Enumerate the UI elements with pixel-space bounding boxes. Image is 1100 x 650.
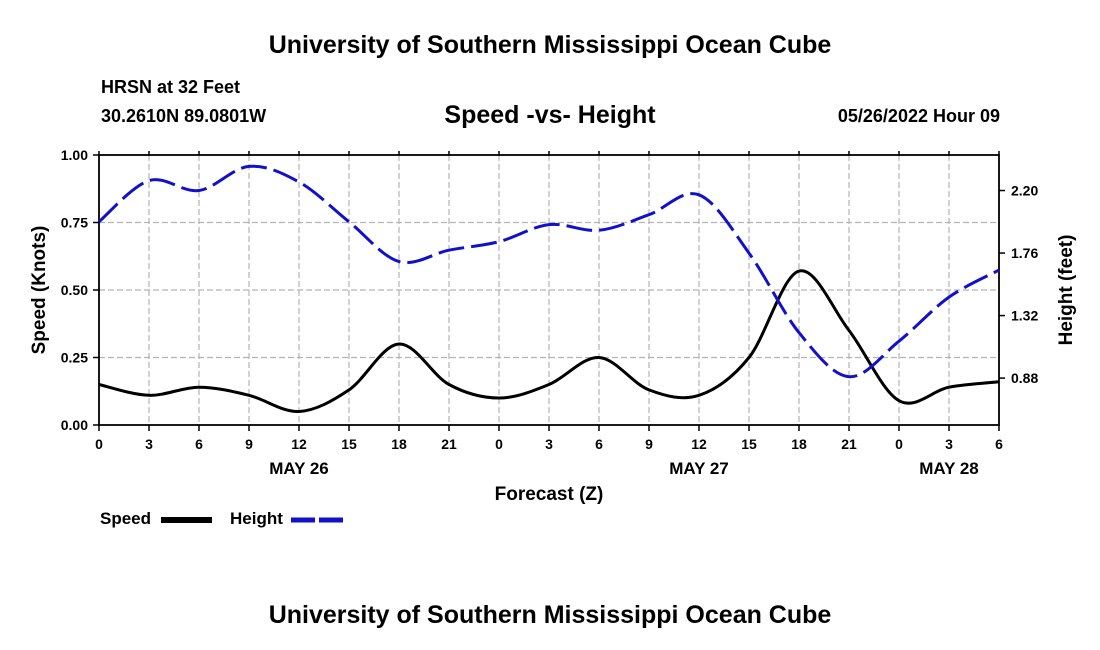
height-series-line (98, 164, 1000, 379)
y-tick-label: 1.00 (61, 147, 88, 163)
x-axis-title: Forecast (Z) (495, 484, 604, 505)
y-tick-label: 0.25 (61, 350, 88, 366)
x-tick-label: 15 (341, 436, 357, 452)
x-tick-label: 3 (145, 436, 153, 452)
plot-frame (98, 154, 1000, 426)
speed-series-line (98, 269, 1000, 414)
page-title: University of Southern Mississippi Ocean… (268, 31, 832, 59)
coordinates-label: 30.2610N 89.0801W (101, 106, 267, 126)
legend-height-swatch (291, 517, 343, 523)
y-tick-label: 0.50 (61, 282, 88, 298)
y2-tick-label: 1.32 (1011, 308, 1038, 324)
x-tick-label: 9 (245, 436, 253, 452)
date-label: MAY 26 (269, 459, 329, 478)
x-tick-label: 18 (791, 436, 807, 452)
y-axis-title: Speed (Knots) (29, 226, 50, 355)
x-tick-label: 12 (691, 436, 707, 452)
x-tick-label: 0 (495, 436, 503, 452)
x-tick-label: 3 (945, 436, 953, 452)
y-tick-label: 0.75 (61, 215, 88, 231)
x-tick-label: 6 (995, 436, 1003, 452)
station-label: HRSN at 32 Feet (101, 77, 241, 97)
date-label: MAY 27 (669, 459, 729, 478)
page-title-bottom: University of Southern Mississippi Ocean… (268, 601, 832, 629)
x-tick-label: 9 (645, 436, 653, 452)
x-tick-label: 21 (441, 436, 457, 452)
forecast-date: 05/26/2022 Hour 09 (837, 106, 1000, 126)
x-tick-label: 6 (195, 436, 203, 452)
x-tick-label: 15 (741, 436, 757, 452)
y-tick-label: 0.00 (61, 417, 88, 433)
legend-height-label: Height (230, 509, 283, 528)
x-tick-label: 21 (841, 436, 857, 452)
legend-speed-swatch (161, 517, 212, 523)
y2-tick-label: 0.88 (1011, 370, 1038, 386)
x-tick-label: 3 (545, 436, 553, 452)
speed-height-chart: Speed (Knots) Height (feet) Forecast (Z)… (29, 147, 1077, 505)
y2-tick-label: 2.20 (1011, 183, 1038, 199)
x-tick-label: 6 (595, 436, 603, 452)
x-tick-label: 12 (291, 436, 307, 452)
date-label: MAY 28 (919, 459, 979, 478)
legend-speed-label: Speed (100, 509, 152, 528)
x-tick-label: 0 (895, 436, 903, 452)
chart-subtitle: Speed -vs- Height (444, 101, 656, 129)
y2-tick-label: 1.76 (1011, 245, 1038, 261)
y2-axis-title: Height (feet) (1056, 235, 1077, 346)
x-tick-label: 0 (95, 436, 103, 452)
x-tick-label: 18 (391, 436, 407, 452)
